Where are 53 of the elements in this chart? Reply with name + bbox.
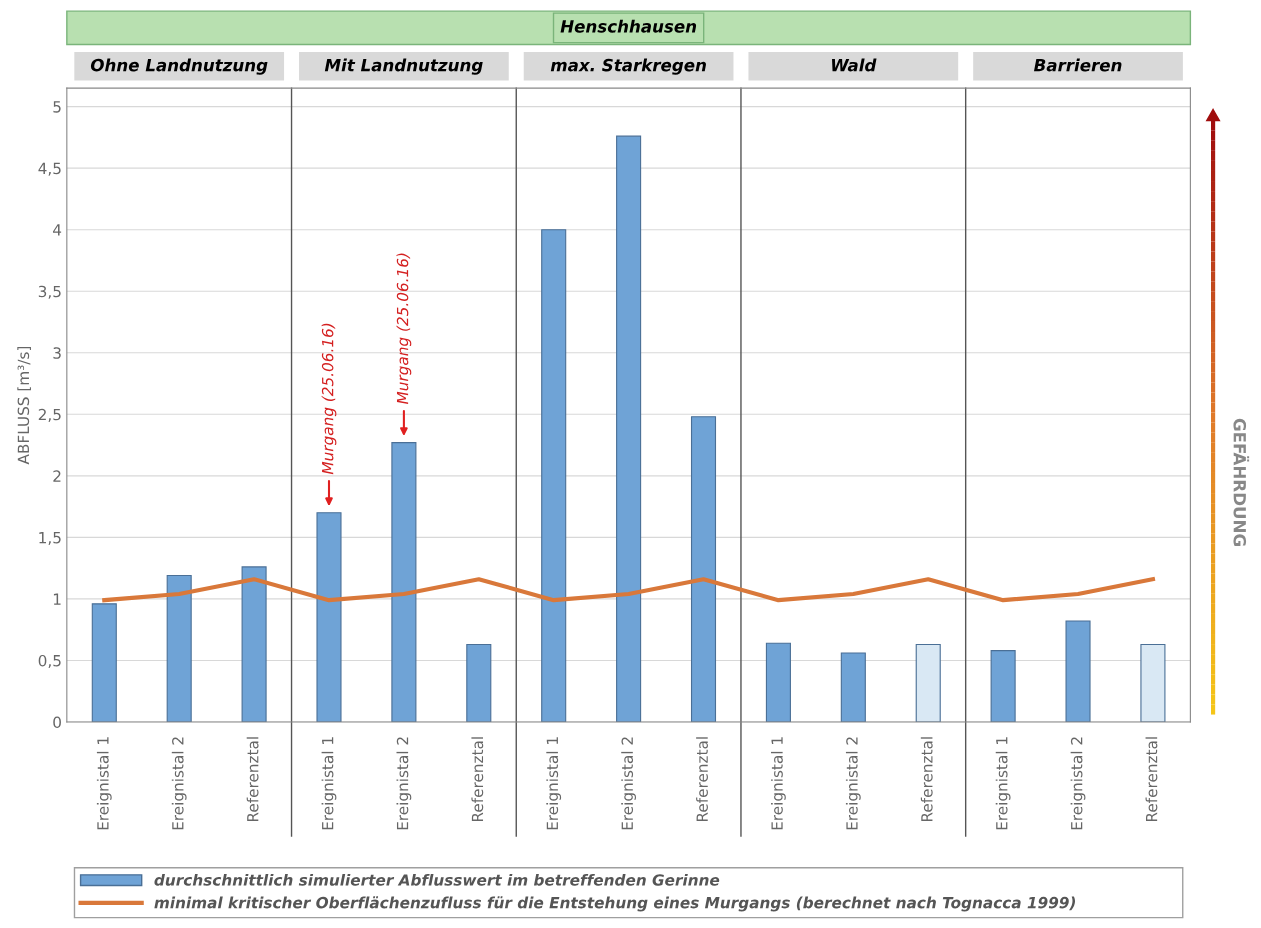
bar [765, 642, 791, 722]
bar [1140, 643, 1166, 722]
text: GEFÄHRDUNG [1233, 418, 1250, 546]
y-tick-label: 5 [53, 101, 61, 113]
x-tick-label: Referenztal [696, 737, 708, 822]
bar [840, 652, 866, 722]
bar [690, 416, 717, 722]
text: Wald [832, 58, 877, 72]
x-tick-label: Ereignistal 2 [845, 737, 861, 830]
bar [241, 566, 267, 722]
x-tick-label: Ereignistal 1 [321, 737, 337, 830]
x-tick-label: Ereignistal 2 [396, 737, 412, 830]
text: Ohne Landnutzung [90, 58, 268, 75]
x-tick-label: Ereignistal 1 [995, 737, 1011, 830]
bar [990, 650, 1016, 722]
x-tick-label: Referenztal [471, 737, 484, 822]
bar [166, 574, 192, 722]
y-axis-title: ABFLUSS [m³/s] [17, 346, 31, 465]
bar [391, 442, 417, 722]
x-tick-label: Ereignistal 1 [771, 737, 786, 830]
text: Barrieren [1033, 58, 1122, 72]
y-tick-label: 4,5 [38, 162, 61, 176]
bar [541, 229, 567, 722]
text: max. Starkregen [550, 58, 706, 75]
x-tick-label: Ereignistal 2 [171, 737, 187, 830]
bar [466, 643, 492, 722]
x-tick-label: Referenztal [246, 737, 259, 822]
text: Mit Landnutzung [324, 58, 483, 75]
x-tick-label: Ereignistal 2 [1070, 737, 1086, 830]
bar [915, 643, 941, 722]
bar [91, 603, 117, 722]
chart-title: Henschhausen [560, 19, 697, 33]
y-tick-label: 2,5 [38, 408, 61, 422]
x-tick-label: Referenztal [920, 737, 933, 822]
legend-label: durchschnittlich simulierter Abflusswert im betreffenden Gerinne [154, 873, 720, 886]
legend-label: minimal kritischer Oberflächenzufluss für die Entstehung eines Murgangs (berechnet nach Tognacca 1999) [154, 896, 1076, 912]
y-tick-label: 0 [53, 716, 61, 729]
y-tick-label: 3 [53, 347, 61, 359]
annotation: Murgang (25.06.16) [321, 323, 337, 475]
bar [616, 135, 642, 722]
bar [1065, 620, 1091, 722]
bar [316, 512, 342, 722]
y-tick-label: 1 [53, 593, 61, 605]
y-tick-label: 1,5 [39, 532, 61, 545]
y-tick-label: 4 [53, 224, 62, 236]
y-tick-label: 2 [53, 470, 61, 482]
annotation: Murgang (25.06.16) [396, 253, 412, 405]
x-tick-label: Ereignistal 2 [621, 737, 636, 830]
x-tick-label: Ereignistal 1 [546, 737, 562, 830]
x-tick-label: Ereignistal 1 [96, 737, 112, 830]
y-tick-label: 0,5 [38, 654, 61, 669]
x-tick-label: Referenztal [1145, 737, 1158, 822]
y-tick-label: 3,5 [38, 285, 61, 299]
